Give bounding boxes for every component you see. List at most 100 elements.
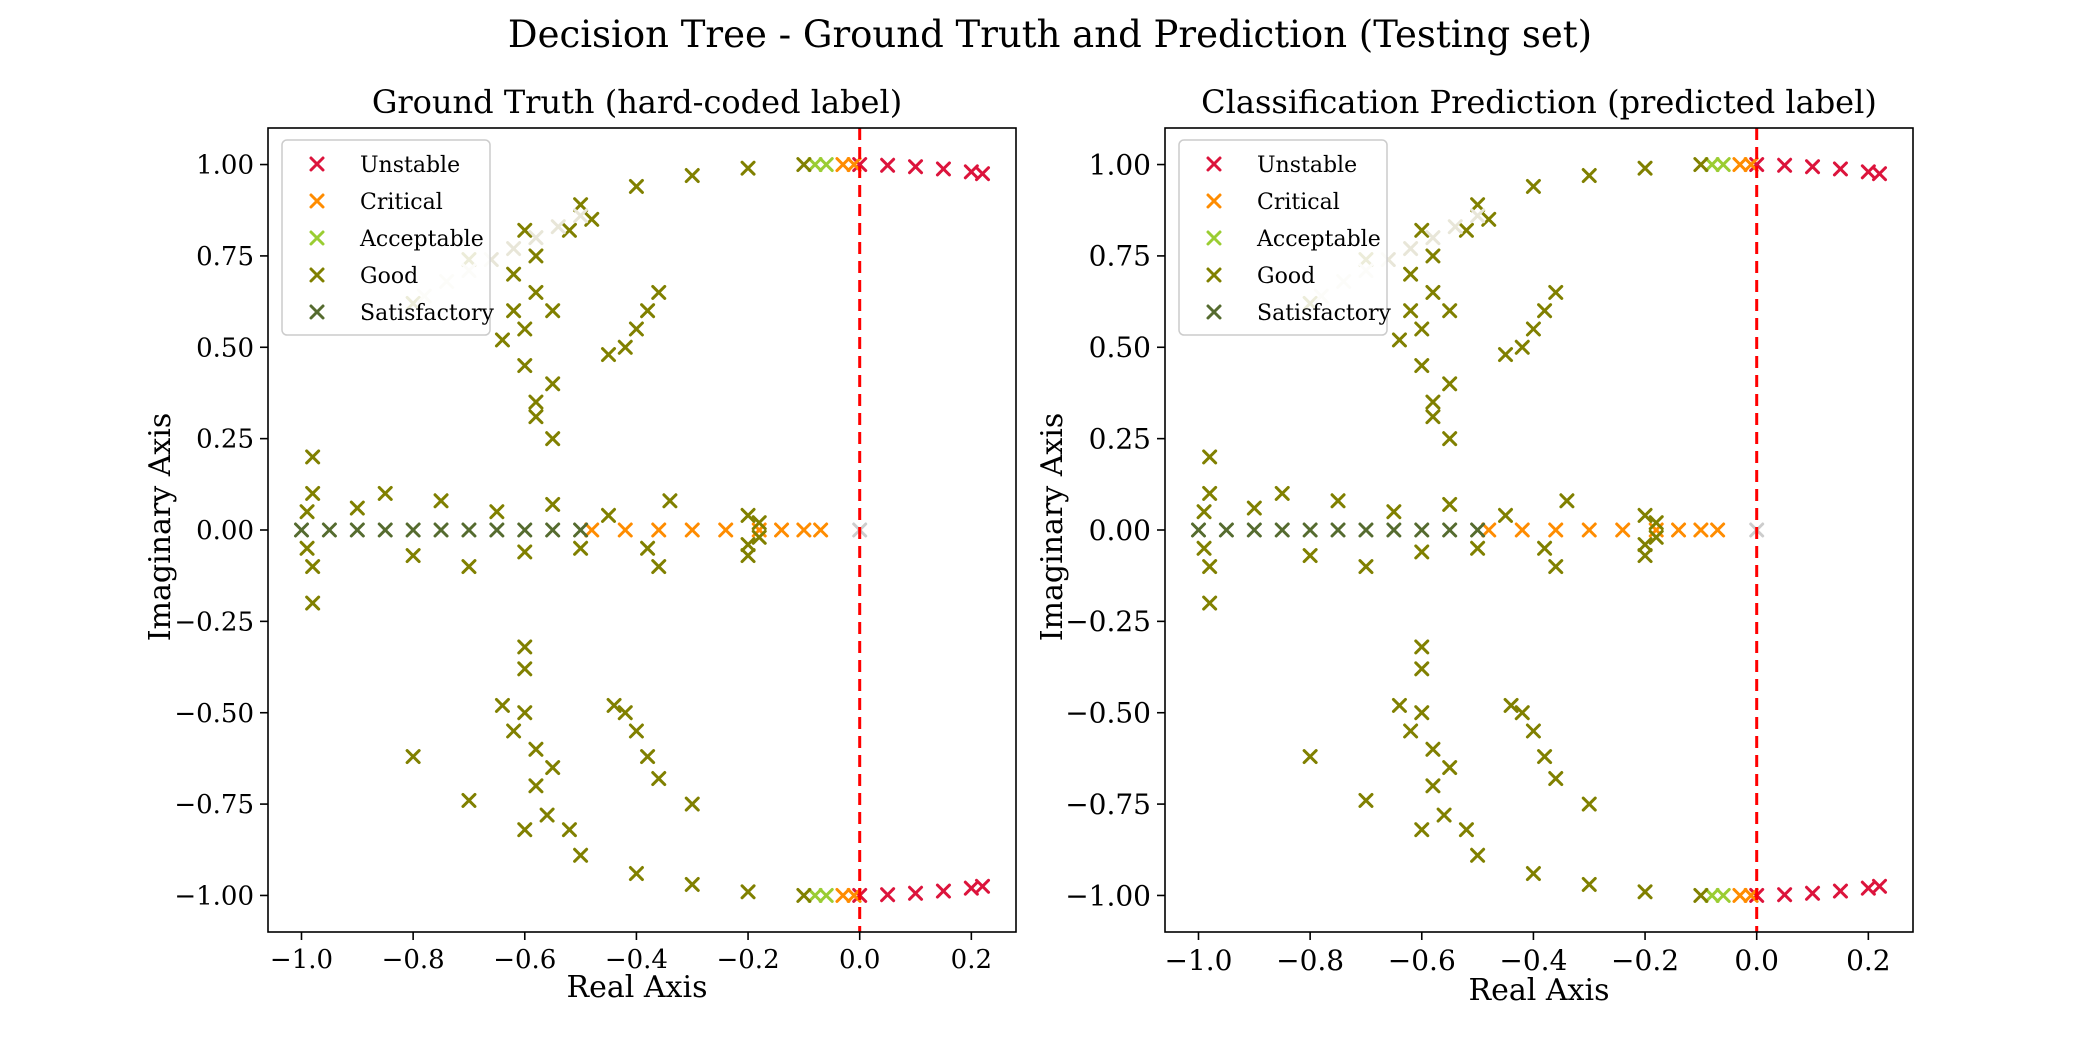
prediction-point-unlabeled-5-6	[1447, 219, 1463, 235]
prediction-xtick-label-3: −0.4	[1499, 944, 1567, 977]
prediction-xtick-label-0: −1.0	[1164, 944, 1232, 977]
prediction-point-critical-10	[1671, 522, 1687, 538]
prediction-point-good-32	[1525, 321, 1541, 337]
prediction-point-critical-3	[1743, 887, 1759, 903]
ground-truth-point-good-64	[545, 496, 561, 512]
ground-truth-point-good-59	[405, 548, 421, 564]
prediction-ytick-label-0: 1.00	[1089, 148, 1151, 181]
ground-truth-point-satisfactory-2	[349, 522, 365, 538]
prediction-legend-label-critical: Critical	[1257, 190, 1340, 215]
prediction-point-good-35	[1403, 723, 1419, 739]
prediction-xtick-label-5: 0.0	[1734, 944, 1779, 977]
prediction-title: Classification Prediction (predicted lab…	[1201, 83, 1877, 121]
ground-truth-point-unlabeled-5-7	[573, 208, 589, 224]
prediction-point-good-45	[1503, 697, 1519, 713]
ground-truth-point-critical-7	[684, 522, 700, 538]
ground-truth-point-unstable-5	[975, 166, 991, 182]
prediction-legend-marker-acceptable	[1206, 230, 1222, 246]
prediction-legend-marker-critical	[1206, 193, 1222, 209]
prediction-point-critical-8	[1615, 522, 1631, 538]
prediction-point-good-39	[1442, 760, 1458, 776]
prediction-point-good-13	[1581, 876, 1597, 892]
prediction-point-good-63	[1414, 544, 1430, 560]
ground-truth-point-critical-8	[718, 522, 734, 538]
ground-truth-point-good-41	[517, 639, 533, 655]
ground-truth-point-critical-10	[774, 522, 790, 538]
prediction-point-unstable-3	[1832, 161, 1848, 177]
ground-truth-legend-marker-critical	[309, 193, 325, 209]
prediction-point-good-6	[1637, 160, 1653, 176]
prediction-point-good-37	[1425, 741, 1441, 757]
prediction-point-unstable-8	[1805, 885, 1821, 901]
prediction-point-good-3	[1470, 197, 1486, 213]
prediction-legend-label-good: Good	[1257, 264, 1315, 289]
ground-truth-point-good-70	[740, 507, 756, 523]
prediction-marks	[1190, 128, 1888, 932]
prediction-point-good-56	[1202, 595, 1218, 611]
ground-truth-point-good-54	[299, 540, 315, 556]
prediction-ytick-label-1: 0.75	[1089, 240, 1151, 273]
prediction-point-good-15	[1693, 887, 1709, 903]
prediction-xtick-label-6: 0.2	[1846, 944, 1891, 977]
prediction-point-satisfactory-7	[1386, 522, 1402, 538]
ground-truth-point-good-25	[528, 248, 544, 264]
ground-truth-point-good-26	[561, 222, 577, 238]
ground-truth-point-good-28	[528, 409, 544, 425]
prediction-point-satisfactory-2	[1246, 522, 1262, 538]
ground-truth-point-good-39	[545, 760, 561, 776]
prediction-point-good-42	[1425, 778, 1441, 794]
prediction-point-good-62	[1386, 504, 1402, 520]
ground-truth-xtick-label-6: 0.2	[951, 945, 992, 975]
ground-truth-point-critical-3	[846, 887, 862, 903]
prediction-point-good-31	[1514, 339, 1530, 355]
ground-truth-point-good-36	[517, 705, 533, 721]
prediction-point-good-8	[1302, 749, 1318, 765]
prediction-point-good-44	[1458, 822, 1474, 838]
ground-truth-point-critical-0	[835, 157, 851, 173]
ground-truth-legend-marker-unstable	[309, 156, 325, 172]
prediction-point-good-29	[1442, 431, 1458, 447]
ground-truth-point-good-12	[628, 866, 644, 882]
prediction-point-satisfactory-9	[1442, 522, 1458, 538]
ground-truth-point-acceptable-0	[807, 157, 823, 173]
ground-truth-point-good-8	[405, 749, 421, 765]
prediction-point-good-24	[1403, 266, 1419, 282]
ground-truth-point-good-4	[628, 178, 644, 194]
prediction-point-good-41	[1414, 639, 1430, 655]
ground-truth-point-acceptable-3	[818, 887, 834, 903]
ground-truth-point-unstable-11	[975, 878, 991, 894]
ground-truth-point-good-63	[517, 544, 533, 560]
prediction-point-good-18	[1425, 284, 1441, 300]
prediction-point-critical-7	[1581, 522, 1597, 538]
ground-truth-point-good-34	[651, 284, 667, 300]
prediction-point-good-54	[1196, 540, 1212, 556]
prediction-point-good-14	[1637, 884, 1653, 900]
prediction-point-good-50	[1581, 796, 1597, 812]
prediction-point-satisfactory-4	[1302, 522, 1318, 538]
ground-truth-point-good-31	[617, 339, 633, 355]
ground-truth-point-good-5	[684, 168, 700, 184]
ground-truth-ytick-label-6: −0.50	[174, 699, 254, 729]
ground-truth-point-unstable-2	[908, 159, 924, 175]
prediction-point-good-49	[1548, 771, 1564, 787]
ground-truth-point-unstable-7	[880, 887, 896, 903]
prediction-ytick-label-7: −0.75	[1065, 788, 1151, 821]
prediction-point-good-69	[1559, 493, 1575, 509]
ground-truth-point-good-44	[561, 822, 577, 838]
ground-truth-point-good-9	[461, 792, 477, 808]
ground-truth-point-critical-6	[651, 522, 667, 538]
ground-truth-point-satisfactory-4	[405, 522, 421, 538]
prediction-point-good-65	[1470, 540, 1486, 556]
prediction-point-critical-11	[1693, 522, 1709, 538]
prediction-xtick-label-1: −0.8	[1276, 944, 1344, 977]
prediction-point-unlabeled-5-7	[1470, 208, 1486, 224]
ground-truth-point-unlabeled-5-6	[550, 219, 566, 235]
ground-truth-point-good-17	[517, 321, 533, 337]
ground-truth-point-good-53	[299, 504, 315, 520]
ground-truth-legend-label-critical: Critical	[360, 190, 443, 215]
prediction-ytick-label-8: −1.00	[1065, 879, 1151, 912]
prediction-point-good-55	[1202, 559, 1218, 575]
ground-truth-panel: Ground Truth (hard-coded label) Real Axi…	[143, 83, 1017, 1005]
prediction-point-critical-5	[1514, 522, 1530, 538]
ground-truth-point-good-33	[640, 303, 656, 319]
